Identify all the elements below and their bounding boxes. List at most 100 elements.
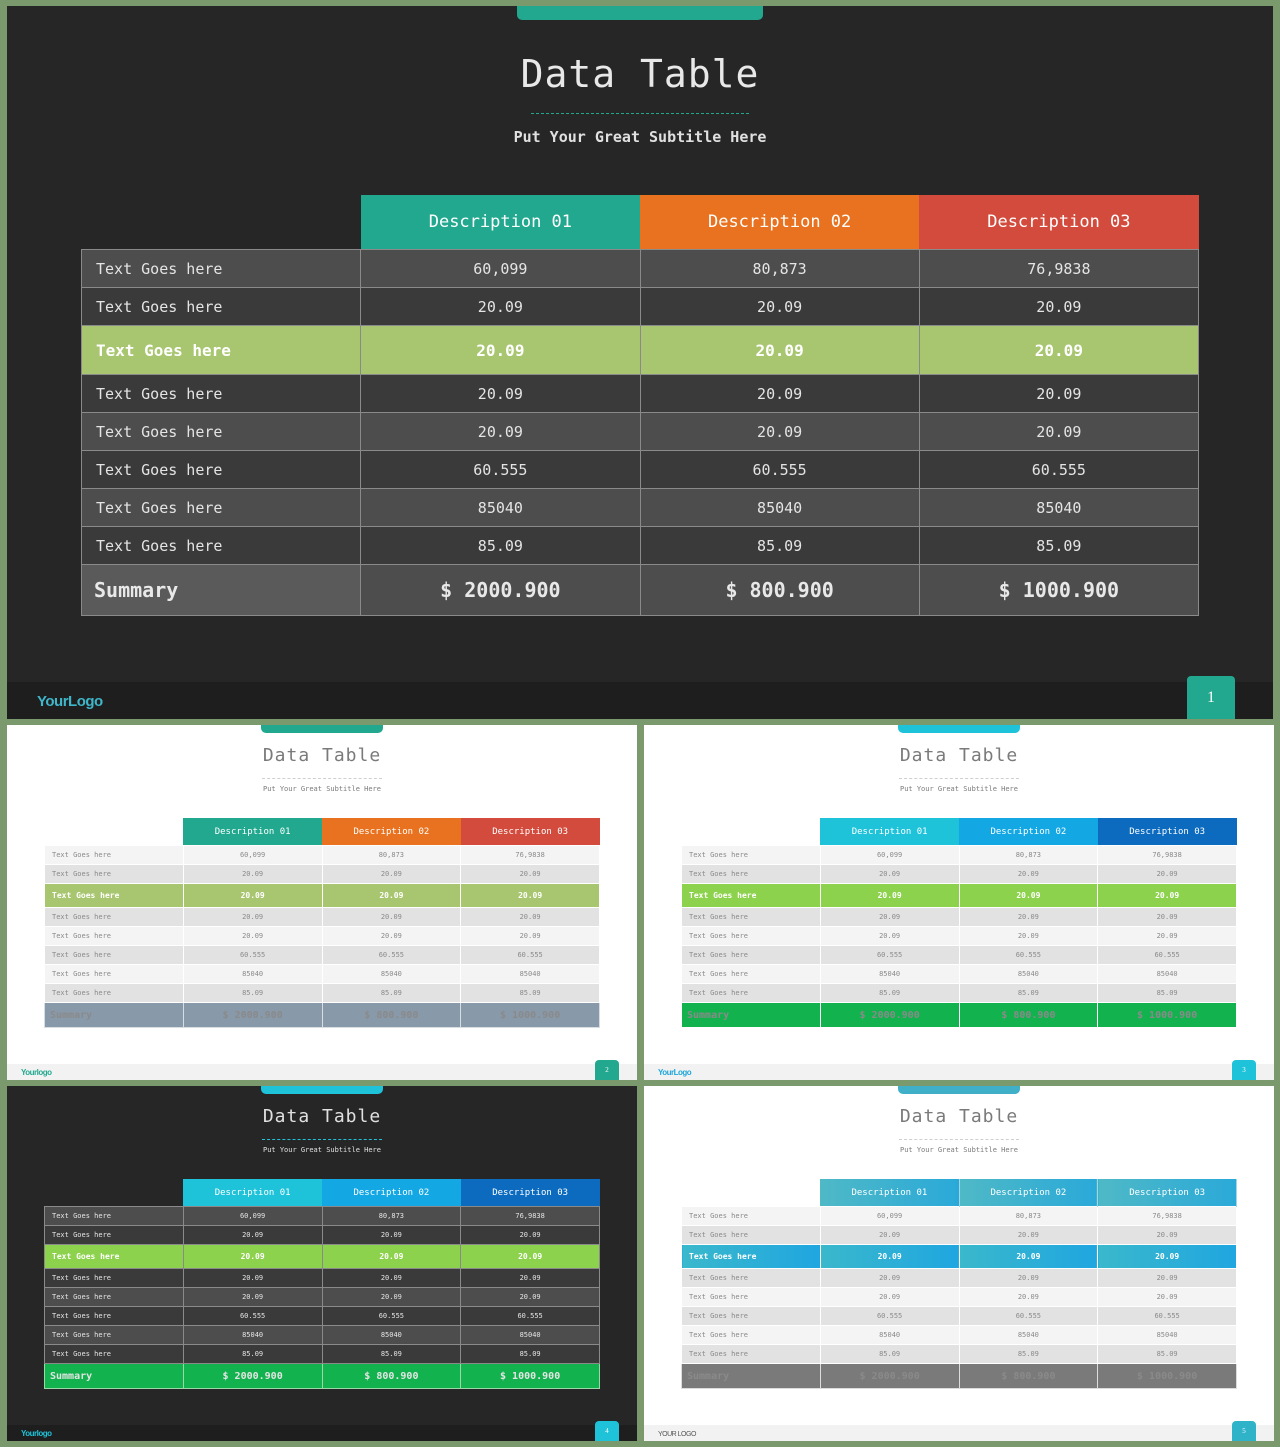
slide-footer [644,1425,1274,1441]
table-cell: 60,099 [819,1206,960,1226]
table-row: Text Goes here 20.09 20.09 20.09 [80,374,1200,413]
summary-label: Summary [681,1002,821,1028]
top-accent-tab [261,1086,383,1094]
data-table: Description 01 Description 02 Description … [681,1179,1237,1389]
table-cell: 85040 [182,1325,323,1345]
table-row: Text Goes here 20.09 20.09 20.09 [44,1268,600,1288]
table-cell: 60.555 [958,1306,1099,1326]
row-label: Text Goes here [681,1344,821,1364]
summary-row: Summary $ 2000.900 $ 800.900 $ 1000.900 [44,1002,600,1028]
table-row: Text Goes here 60,099 80,873 76,9838 [681,845,1237,865]
table-cell: 20.09 [1097,1244,1237,1269]
row-label: Text Goes here [80,374,362,413]
table-cell: 85.09 [1097,983,1237,1003]
table-cell: 20.09 [639,412,920,451]
data-table: Description 01 Description 02 Description … [44,818,600,1028]
table-cell: 60.555 [360,450,641,489]
header-blank-cell [45,1179,184,1207]
table-row: Text Goes here 85040 85040 85040 [681,1325,1237,1345]
data-table: Description 01 Description 02 Description … [681,818,1237,1028]
table-cell: 85040 [958,1325,1099,1345]
row-label: Text Goes here [44,964,184,984]
slide-3: Data Table Put Your Great Subtitle Here … [644,725,1274,1080]
table-row: Text Goes here 60.555 60.555 60.555 [80,450,1200,489]
table-cell: 85040 [819,1325,960,1345]
row-label: Text Goes here [44,945,184,965]
title-divider [262,1139,382,1140]
table-cell: 20.09 [819,864,960,884]
table-cell: 20.09 [1097,864,1237,884]
table-cell: 85040 [460,964,600,984]
row-label: Text Goes here [44,1206,184,1226]
highlighted-row: Text Goes here 20.09 20.09 20.09 [80,325,1200,375]
header-blank-cell [82,195,361,250]
top-accent-tab [898,725,1020,733]
table-row: Text Goes here 20.09 20.09 20.09 [44,864,600,884]
table-cell: 60,099 [182,1206,323,1226]
table-row: Text Goes here 20.09 20.09 20.09 [681,1287,1237,1307]
row-label: Text Goes here [80,249,362,288]
table-cell: 20.09 [1097,1225,1237,1245]
table-cell: 76,9838 [918,249,1200,288]
table-row: Text Goes here 85.09 85.09 85.09 [80,526,1200,565]
table-row: Text Goes here 20.09 20.09 20.09 [44,1287,600,1307]
row-label: Text Goes here [681,983,821,1003]
column-header-2: Description 02 [959,1179,1099,1207]
column-header-1: Description 01 [183,1179,322,1207]
table-cell: 85.09 [819,983,960,1003]
row-label: Text Goes here [80,287,362,326]
table-cell: 20.09 [639,374,920,413]
summary-value: $ 2000.900 [182,1363,323,1389]
row-label: Text Goes here [80,325,362,375]
table-row: Text Goes here 85040 85040 85040 [44,964,600,984]
row-label: Text Goes here [44,1306,184,1326]
table-row: Text Goes here 85.09 85.09 85.09 [44,983,600,1003]
row-label: Text Goes here [44,864,184,884]
row-label: Text Goes here [44,1244,184,1269]
column-header-1: Description 01 [820,1179,960,1207]
table-cell: 20.09 [360,374,641,413]
top-accent-tab [261,725,383,733]
row-label: Text Goes here [681,883,821,908]
page-number: 1 [1187,676,1235,719]
table-cell: 20.09 [958,1268,1099,1288]
table-cell: 20.09 [460,926,600,946]
table-cell: 20.09 [182,883,323,908]
table-cell: 60,099 [819,845,960,865]
column-header-3: Description 03 [919,195,1199,250]
table-cell: 20.09 [360,412,641,451]
highlighted-row: Text Goes here 20.09 20.09 20.09 [44,883,600,908]
slide-subtitle: Put Your Great Subtitle Here [262,785,381,793]
table-row: Text Goes here 60,099 80,873 76,9838 [681,1206,1237,1226]
table-cell: 76,9838 [460,1206,600,1226]
slide-1: Data Table Put Your Great Subtitle Here … [7,6,1273,719]
highlighted-row: Text Goes here 20.09 20.09 20.09 [681,883,1237,908]
slide-title: Data Table [520,52,760,96]
column-header-2: Description 02 [322,1179,461,1207]
table-cell: 85040 [321,964,462,984]
summary-label: Summary [681,1363,821,1389]
table-row: Text Goes here 60.555 60.555 60.555 [681,945,1237,965]
table-cell: 85.09 [182,1344,323,1364]
table-cell: 85.09 [182,983,323,1003]
column-header-2: Description 02 [959,818,1098,846]
table-cell: 60,099 [182,845,323,865]
table-cell: 85.09 [321,983,462,1003]
table-cell: 85040 [958,964,1099,984]
table-cell: 60.555 [1097,945,1237,965]
table-cell: 76,9838 [1097,1206,1237,1226]
data-table: Description 01 Description 02 Description … [80,195,1200,616]
table-cell: 20.09 [182,926,323,946]
table-cell: 60.555 [182,945,323,965]
table-cell: 85040 [321,1325,462,1345]
table-cell: 20.09 [819,1225,960,1245]
slide-2: Data Table Put Your Great Subtitle Here … [7,725,637,1080]
table-row: Text Goes here 60,099 80,873 76,9838 [80,249,1200,288]
summary-label: Summary [44,1002,184,1028]
table-cell: 85040 [819,964,960,984]
table-cell: 60.555 [321,1306,462,1326]
summary-label: Summary [80,564,362,616]
table-cell: 20.09 [360,287,641,326]
table-cell: 20.09 [182,907,323,927]
table-cell: 20.09 [958,1287,1099,1307]
